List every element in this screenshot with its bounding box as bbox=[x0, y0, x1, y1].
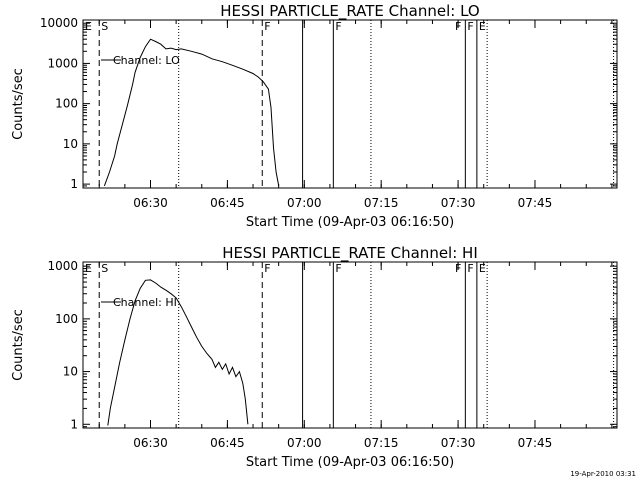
chart1-title: HESSI PARTICLE_RATE Channel: HI bbox=[222, 244, 478, 263]
chart0-xtick-label-3: 07:15 bbox=[364, 196, 399, 210]
chart1-ytick-label-2: 100 bbox=[55, 312, 78, 326]
chart0-xtick-label-0: 06:30 bbox=[133, 196, 168, 210]
chart1-ytick-label-0: 1 bbox=[70, 417, 78, 431]
chart1-xtick-label-5: 07:45 bbox=[518, 436, 553, 450]
chart0-ytick-label-0: 1 bbox=[70, 177, 78, 191]
chart1-xtick-label-1: 06:45 bbox=[210, 436, 245, 450]
chart1-marker-3: F bbox=[335, 262, 341, 275]
chart1-marker-6: E bbox=[479, 262, 486, 275]
chart0-ytick-label-4: 10000 bbox=[40, 16, 78, 30]
chart1-xtick-label-4: 07:30 bbox=[441, 436, 476, 450]
chart0-legend-label: Channel: LO bbox=[113, 54, 180, 67]
chart0-title: HESSI PARTICLE_RATE Channel: LO bbox=[220, 2, 479, 21]
timestamp: 19-Apr-2010 03:31 bbox=[570, 470, 636, 478]
chart0-ytick-label-3: 1000 bbox=[47, 56, 78, 70]
chart0-frame bbox=[82, 19, 618, 189]
chart1-marker-1: S bbox=[101, 262, 108, 275]
chart1-marker-4: F bbox=[455, 262, 461, 275]
chart0-marker-5: F bbox=[467, 20, 473, 33]
chart0-xtick-label-4: 07:30 bbox=[441, 196, 476, 210]
chart1-frame bbox=[82, 261, 618, 429]
chart1-series-0-line bbox=[107, 279, 249, 426]
chart0-marker-4: F bbox=[455, 20, 461, 33]
chart0-xtick-label-1: 06:45 bbox=[210, 196, 245, 210]
chart1-xtick-label-2: 07:00 bbox=[287, 436, 322, 450]
chart1-marker-5: F bbox=[467, 262, 473, 275]
chart0-ytick-label-2: 100 bbox=[55, 97, 78, 111]
chart1-ylabel: Counts/sec bbox=[11, 309, 26, 381]
chart0-series-0-line bbox=[103, 38, 280, 187]
chart1-xtick-label-3: 07:15 bbox=[364, 436, 399, 450]
chart0-xtick-label-2: 07:00 bbox=[287, 196, 322, 210]
chart1-marker-2: F bbox=[264, 262, 270, 275]
chart1-xlabel: Start Time (09-Apr-03 06:16:50) bbox=[246, 455, 454, 470]
chart1-legend-label: Channel: HI bbox=[113, 296, 177, 309]
chart0-ylabel: Counts/sec bbox=[11, 68, 26, 140]
chart0-ytick-label-1: 10 bbox=[63, 137, 78, 151]
chart1-marker-0: E bbox=[85, 262, 92, 275]
chart1-ytick-label-3: 1000 bbox=[47, 259, 78, 273]
chart1-xtick-label-0: 06:30 bbox=[133, 436, 168, 450]
chart1-ytick-label-1: 10 bbox=[63, 365, 78, 379]
chart0-marker-2: F bbox=[264, 20, 270, 33]
chart0-xlabel: Start Time (09-Apr-03 06:16:50) bbox=[246, 215, 454, 230]
chart0-marker-3: F bbox=[335, 20, 341, 33]
chart0-marker-1: S bbox=[101, 20, 108, 33]
chart0-marker-6: E bbox=[479, 20, 486, 33]
chart0-marker-0: E bbox=[85, 20, 92, 33]
chart0-xtick-label-5: 07:45 bbox=[518, 196, 553, 210]
